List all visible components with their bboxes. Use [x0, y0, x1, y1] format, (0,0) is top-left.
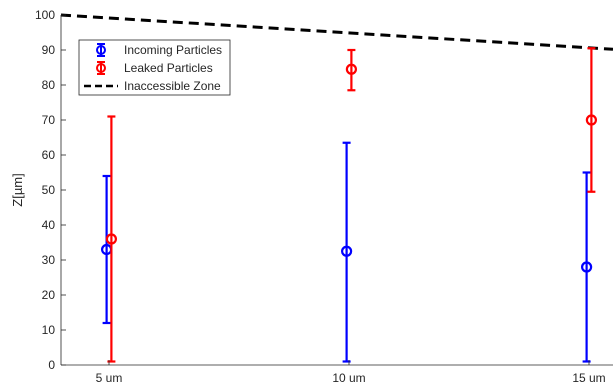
x-tick-label: 5 um [96, 371, 123, 385]
legend-leaked-marker [96, 63, 106, 73]
y-tick-label: 10 [42, 323, 56, 337]
legend-entry-inaccessible: Inaccessible Zone [84, 79, 221, 93]
legend-leaked-label: Leaked Particles [124, 61, 213, 75]
y-axis-label: Z[µm] [10, 173, 25, 206]
y-tick-label: 40 [42, 218, 56, 232]
y-tick-label: 70 [42, 113, 56, 127]
x-tick-label: 10 um [332, 371, 365, 385]
legend: Incoming Particles Leaked Particles Inac… [78, 39, 231, 96]
x-tick-label: 15 um [572, 371, 605, 385]
data-layer [60, 13, 613, 363]
legend-entry-leaked: Leaked Particles [96, 61, 213, 75]
y-tick-label: 20 [42, 288, 56, 302]
y-tick-label: 100 [35, 8, 55, 22]
incoming-point-2 [341, 245, 353, 257]
inaccessible-zone-line [60, 13, 613, 51]
y-tick-label: 50 [42, 183, 56, 197]
leaked-point-2 [345, 63, 357, 75]
y-tick-label: 0 [48, 358, 55, 372]
legend-incoming-marker [96, 45, 106, 55]
legend-inaccessible-label: Inaccessible Zone [124, 79, 221, 93]
incoming-point-3 [580, 261, 593, 273]
y-tick-label: 30 [42, 253, 56, 267]
y-tick-label: 80 [42, 78, 56, 92]
y-tick-label: 90 [42, 43, 56, 57]
y-tick-label: 60 [42, 148, 56, 162]
legend-entry-incoming: Incoming Particles [96, 43, 222, 57]
leaked-point-1 [105, 233, 118, 245]
axes-layer: 0 10 20 30 40 50 60 70 80 90 100 5 um 10 um 15 um [35, 8, 613, 385]
legend-incoming-label: Incoming Particles [124, 43, 222, 57]
leaked-point-3 [585, 114, 598, 126]
